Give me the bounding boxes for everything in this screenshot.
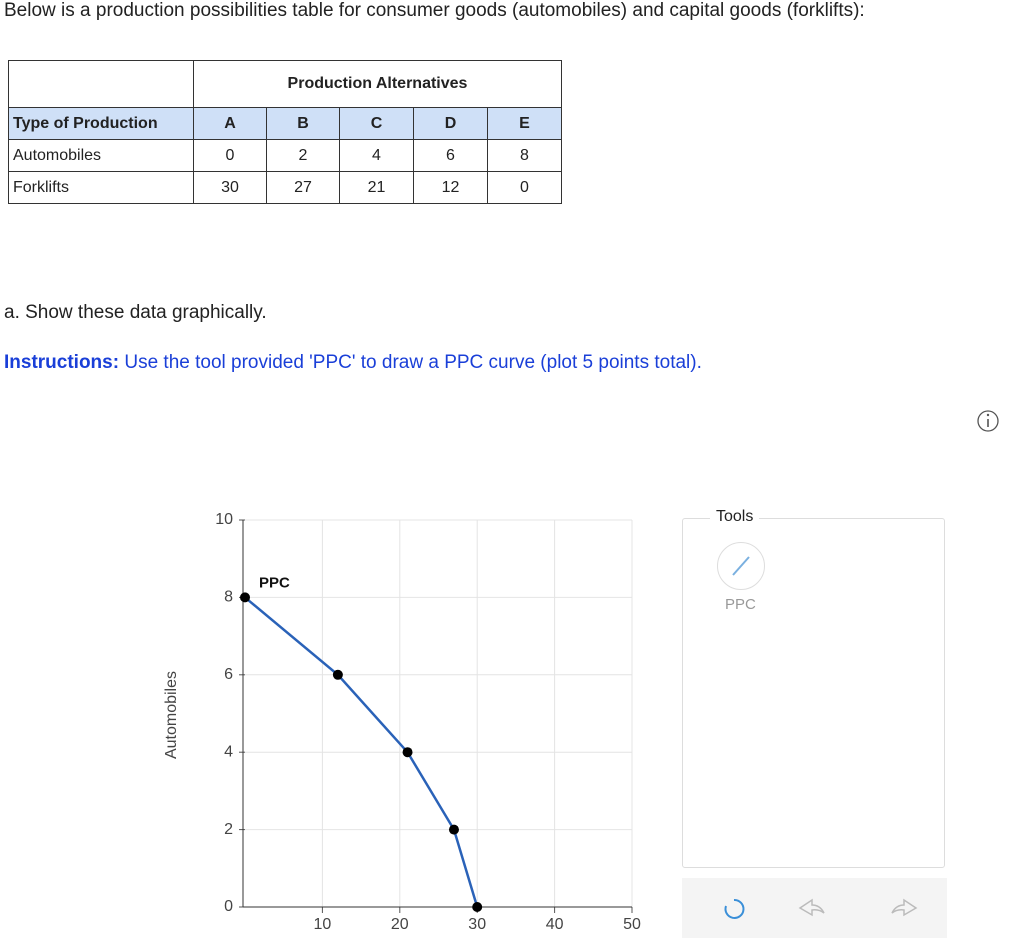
y-tick-label: 10 (215, 511, 233, 528)
y-tick-label: 2 (224, 821, 233, 838)
table-cell: 4 (339, 139, 414, 172)
ppc-point (472, 902, 483, 912)
ppc-point (240, 592, 250, 603)
tool-icon-line (732, 556, 750, 576)
instructions-label: Instructions: (4, 352, 120, 373)
x-tick-label: 30 (468, 916, 486, 933)
column-header: Type of Production (8, 107, 194, 140)
column-header: D (413, 107, 488, 140)
column-header: B (266, 107, 340, 140)
ppc-tool-label: PPC (725, 596, 756, 613)
info-icon[interactable] (977, 410, 999, 432)
action-icons (724, 898, 918, 919)
ppc-point (332, 669, 343, 680)
ppc-point (448, 824, 459, 835)
y-tick-label: 8 (224, 589, 233, 606)
tools-panel (682, 518, 945, 868)
x-tick-label: 10 (314, 916, 332, 933)
table-cell: 2 (266, 139, 340, 172)
instructions: Instructions: Use the tool provided 'PPC… (4, 352, 702, 374)
y-axis-label: Automobiles (163, 671, 180, 759)
action-bar (682, 878, 947, 938)
table-cell: 8 (487, 139, 562, 172)
y-tick-label: 0 (224, 898, 233, 915)
ppc-table: Production Alternatives Type of Producti… (8, 60, 562, 204)
table-cell: 27 (266, 171, 340, 204)
x-tick-label: 50 (623, 916, 641, 933)
info-icon-dot (986, 413, 990, 417)
row-label: Forklifts (8, 171, 194, 204)
column-header-row: Type of Production A B C D E (8, 107, 562, 140)
undo-button[interactable] (798, 898, 825, 917)
ppc-tool-button[interactable] (717, 542, 765, 590)
column-header: C (339, 107, 414, 140)
instructions-text: Use the tool provided 'PPC' to draw a PP… (124, 352, 702, 373)
ppc-tool-icon (732, 556, 750, 576)
series-label: PPC (259, 574, 290, 591)
x-tick-label: 40 (546, 916, 564, 933)
table-cell: 12 (413, 171, 488, 204)
table-cell: 30 (193, 171, 267, 204)
reset-button[interactable] (724, 898, 745, 919)
redo-button[interactable] (891, 898, 918, 917)
table-cell: 21 (339, 171, 414, 204)
y-tick-label: 4 (224, 743, 233, 760)
column-header: E (487, 107, 562, 140)
question: a. Show these data graphically. (4, 302, 267, 323)
ppc-point (402, 747, 413, 758)
table-row: Forklifts 30 27 21 12 0 (8, 171, 562, 204)
intro-text: Below is a production possibilities tabl… (4, 0, 865, 21)
x-tick-label: 20 (391, 916, 409, 933)
table-corner (8, 60, 194, 108)
y-tick-label: 6 (224, 666, 233, 683)
tools-title: Tools (710, 508, 760, 526)
group-header: Production Alternatives (193, 60, 562, 108)
table-cell: 6 (413, 139, 488, 172)
table-cell: 0 (487, 171, 562, 204)
